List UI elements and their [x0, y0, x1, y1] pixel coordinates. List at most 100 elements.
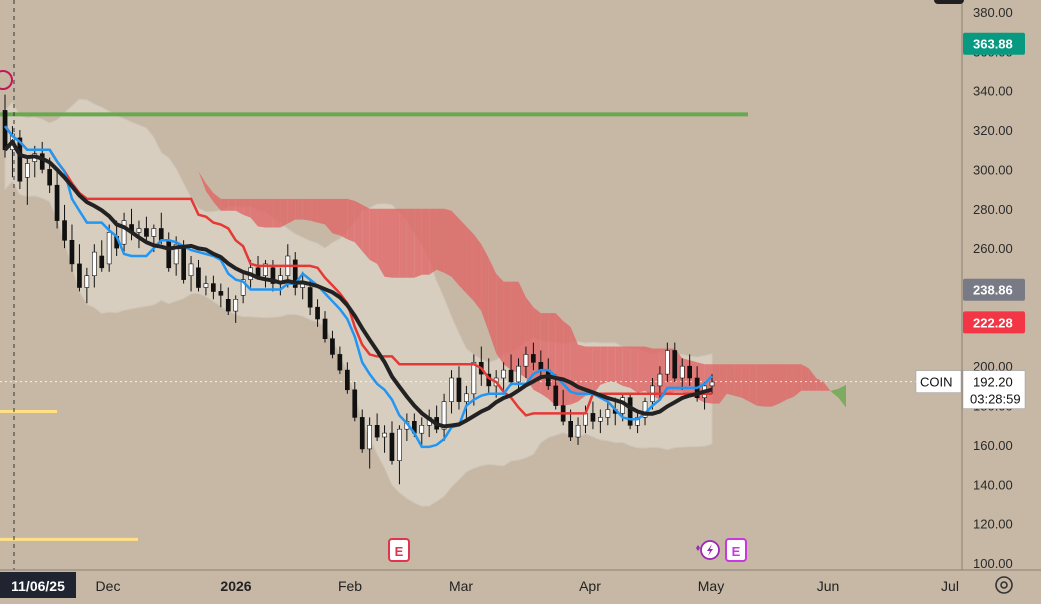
- kumo-bearish-segment: [451, 210, 459, 286]
- candle[interactable]: [419, 417, 425, 445]
- candle[interactable]: [657, 366, 663, 398]
- price-tag[interactable]: 363.88: [963, 32, 1025, 55]
- kumo-bearish-segment: [622, 346, 631, 388]
- candle[interactable]: [523, 346, 529, 379]
- candle[interactable]: [672, 342, 678, 382]
- kumo-bearish-segment: [220, 198, 229, 211]
- kumo-bearish-segment: [615, 346, 623, 386]
- candle[interactable]: [330, 330, 335, 359]
- candle[interactable]: [203, 275, 209, 296]
- candle[interactable]: [77, 244, 82, 292]
- candle-body-up: [583, 413, 588, 426]
- settings-gear-icon[interactable]: [995, 576, 1013, 594]
- candle[interactable]: [84, 267, 90, 304]
- candle[interactable]: [367, 417, 373, 469]
- candle[interactable]: [62, 204, 67, 249]
- time-tick-label: May: [698, 578, 724, 594]
- candle[interactable]: [240, 271, 246, 304]
- candle[interactable]: [233, 295, 239, 323]
- candle[interactable]: [679, 358, 685, 390]
- candle[interactable]: [590, 401, 596, 430]
- candle[interactable]: [382, 425, 387, 453]
- candle[interactable]: [24, 157, 30, 205]
- kumo-bearish-segment: [749, 364, 757, 406]
- candle[interactable]: [144, 216, 149, 245]
- candle[interactable]: [121, 212, 127, 253]
- toolbar-handle[interactable]: [934, 0, 964, 4]
- candle[interactable]: [196, 259, 201, 292]
- price-tag[interactable]: 238.86: [963, 278, 1025, 301]
- kumo-bearish-segment: [347, 198, 355, 243]
- candle[interactable]: [627, 393, 633, 430]
- price-tick-label: 140.00: [973, 477, 1013, 492]
- kumo-bearish-segment: [272, 198, 281, 228]
- candle[interactable]: [99, 240, 105, 272]
- candle[interactable]: [54, 169, 60, 229]
- symbol-price-tag[interactable]: COIN 192.20 03:28:59: [915, 370, 1026, 409]
- kumo-bearish-segment: [518, 281, 526, 378]
- candle[interactable]: [211, 275, 216, 300]
- candle[interactable]: [456, 366, 462, 410]
- candle[interactable]: [17, 130, 23, 190]
- price-tick-label: 100.00: [973, 556, 1013, 571]
- candle[interactable]: [575, 417, 581, 445]
- candle[interactable]: [263, 259, 268, 288]
- earnings-marker[interactable]: E: [725, 538, 747, 562]
- candle[interactable]: [218, 283, 224, 308]
- candle[interactable]: [664, 342, 670, 382]
- time-axis[interactable]: Dec 2026 Feb Mar Apr May Jun Jul 11/06/25: [0, 569, 1041, 598]
- candle-body-up: [419, 424, 425, 434]
- candle[interactable]: [635, 413, 640, 434]
- candle[interactable]: [352, 381, 358, 422]
- candle-body-up: [516, 365, 521, 383]
- kumo-bearish-segment: [592, 346, 601, 395]
- candle[interactable]: [605, 401, 611, 426]
- candle[interactable]: [359, 409, 365, 453]
- candle-body-down: [352, 389, 358, 418]
- bar-countdown: 03:28:59: [970, 392, 1021, 407]
- candle-body-down: [166, 240, 172, 269]
- price-tag[interactable]: 222.28: [963, 311, 1025, 334]
- candle[interactable]: [508, 354, 514, 386]
- kumo-bearish-segment: [198, 171, 206, 192]
- candle[interactable]: [597, 409, 603, 434]
- candle[interactable]: [530, 342, 536, 371]
- candle-body-up: [151, 228, 157, 237]
- candle[interactable]: [374, 413, 380, 441]
- earnings-marker-box: [725, 538, 747, 562]
- candle[interactable]: [501, 362, 507, 390]
- candle[interactable]: [568, 409, 573, 441]
- candle[interactable]: [471, 354, 477, 406]
- candle-body-up: [188, 263, 194, 276]
- candle[interactable]: [449, 370, 454, 414]
- candle-body-down: [389, 432, 395, 461]
- crosshair-date-tag: 11/06/25: [0, 572, 76, 598]
- candle[interactable]: [322, 311, 328, 343]
- candle-body-up: [664, 350, 670, 375]
- earnings-marker[interactable]: E: [388, 538, 410, 562]
- candle[interactable]: [106, 224, 112, 272]
- candle[interactable]: [687, 354, 692, 386]
- candle[interactable]: [389, 421, 395, 465]
- price-tick-label: 320.00: [973, 123, 1013, 138]
- candle-body-up: [523, 354, 529, 367]
- candle[interactable]: [136, 220, 142, 249]
- candle-body-down: [270, 267, 276, 284]
- candle[interactable]: [337, 346, 343, 375]
- candle[interactable]: [464, 385, 469, 422]
- kumo-bearish-segment: [205, 183, 214, 202]
- candle[interactable]: [292, 252, 298, 296]
- candle[interactable]: [344, 362, 350, 394]
- candle[interactable]: [188, 256, 194, 292]
- candle[interactable]: [225, 287, 231, 316]
- candle[interactable]: [441, 393, 447, 441]
- candle[interactable]: [397, 425, 402, 485]
- candle[interactable]: [315, 299, 320, 327]
- sparkle-lightning-icon[interactable]: [696, 540, 720, 560]
- price-axis[interactable]: 380.00360.00340.00320.00300.00280.00260.…: [915, 0, 1026, 571]
- last-price-box: [962, 370, 1026, 409]
- candle[interactable]: [69, 224, 75, 272]
- candle[interactable]: [92, 244, 97, 288]
